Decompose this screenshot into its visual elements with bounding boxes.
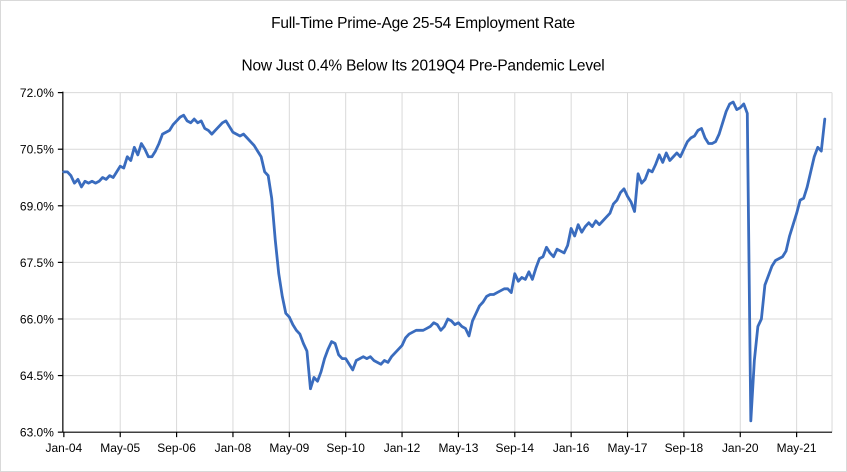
y-tick-label: 64.5% [20,369,54,383]
y-tick-label: 70.5% [20,143,54,157]
x-tick-label: Sep-06 [157,441,196,455]
x-tick-label: Sep-18 [665,441,704,455]
y-tick-label: 72.0% [20,86,54,100]
x-tick-label: Sep-10 [326,441,365,455]
x-tick-label: May-13 [438,441,478,455]
y-tick-label: 63.0% [20,426,54,440]
x-tick-label: May-17 [608,441,648,455]
x-tick-label: Jan-16 [553,441,590,455]
y-tick-label: 69.0% [20,199,54,213]
chart-subtitle: Now Just 0.4% Below Its 2019Q4 Pre-Pande… [242,58,605,75]
y-tick-label: 67.5% [20,256,54,270]
y-tick-label: 66.0% [20,312,54,326]
x-tick-label: Jan-20 [722,441,759,455]
employment-rate-series-line [62,100,827,423]
x-tick-label: Jan-08 [215,441,252,455]
x-tick-label: Sep-14 [495,441,534,455]
chart-title: Full-Time Prime-Age 25-54 Employment Rat… [271,15,575,32]
x-tick-label: May-21 [777,441,817,455]
x-tick-label: May-09 [269,441,309,455]
x-tick-label: Jan-12 [384,441,421,455]
x-axis-labels: Jan-04 May-05 Sep-06 Jan-08 May-09 Sep-10 Jan-… [46,441,817,455]
axes [57,91,833,438]
y-axis-labels: 63.0% 64.5% 66.0% 67.5% 69.0% 70.5% 72.0% [20,86,54,440]
x-tick-label: May-05 [100,441,140,455]
gridlines [62,92,833,433]
x-tick-label: Jan-04 [46,441,83,455]
